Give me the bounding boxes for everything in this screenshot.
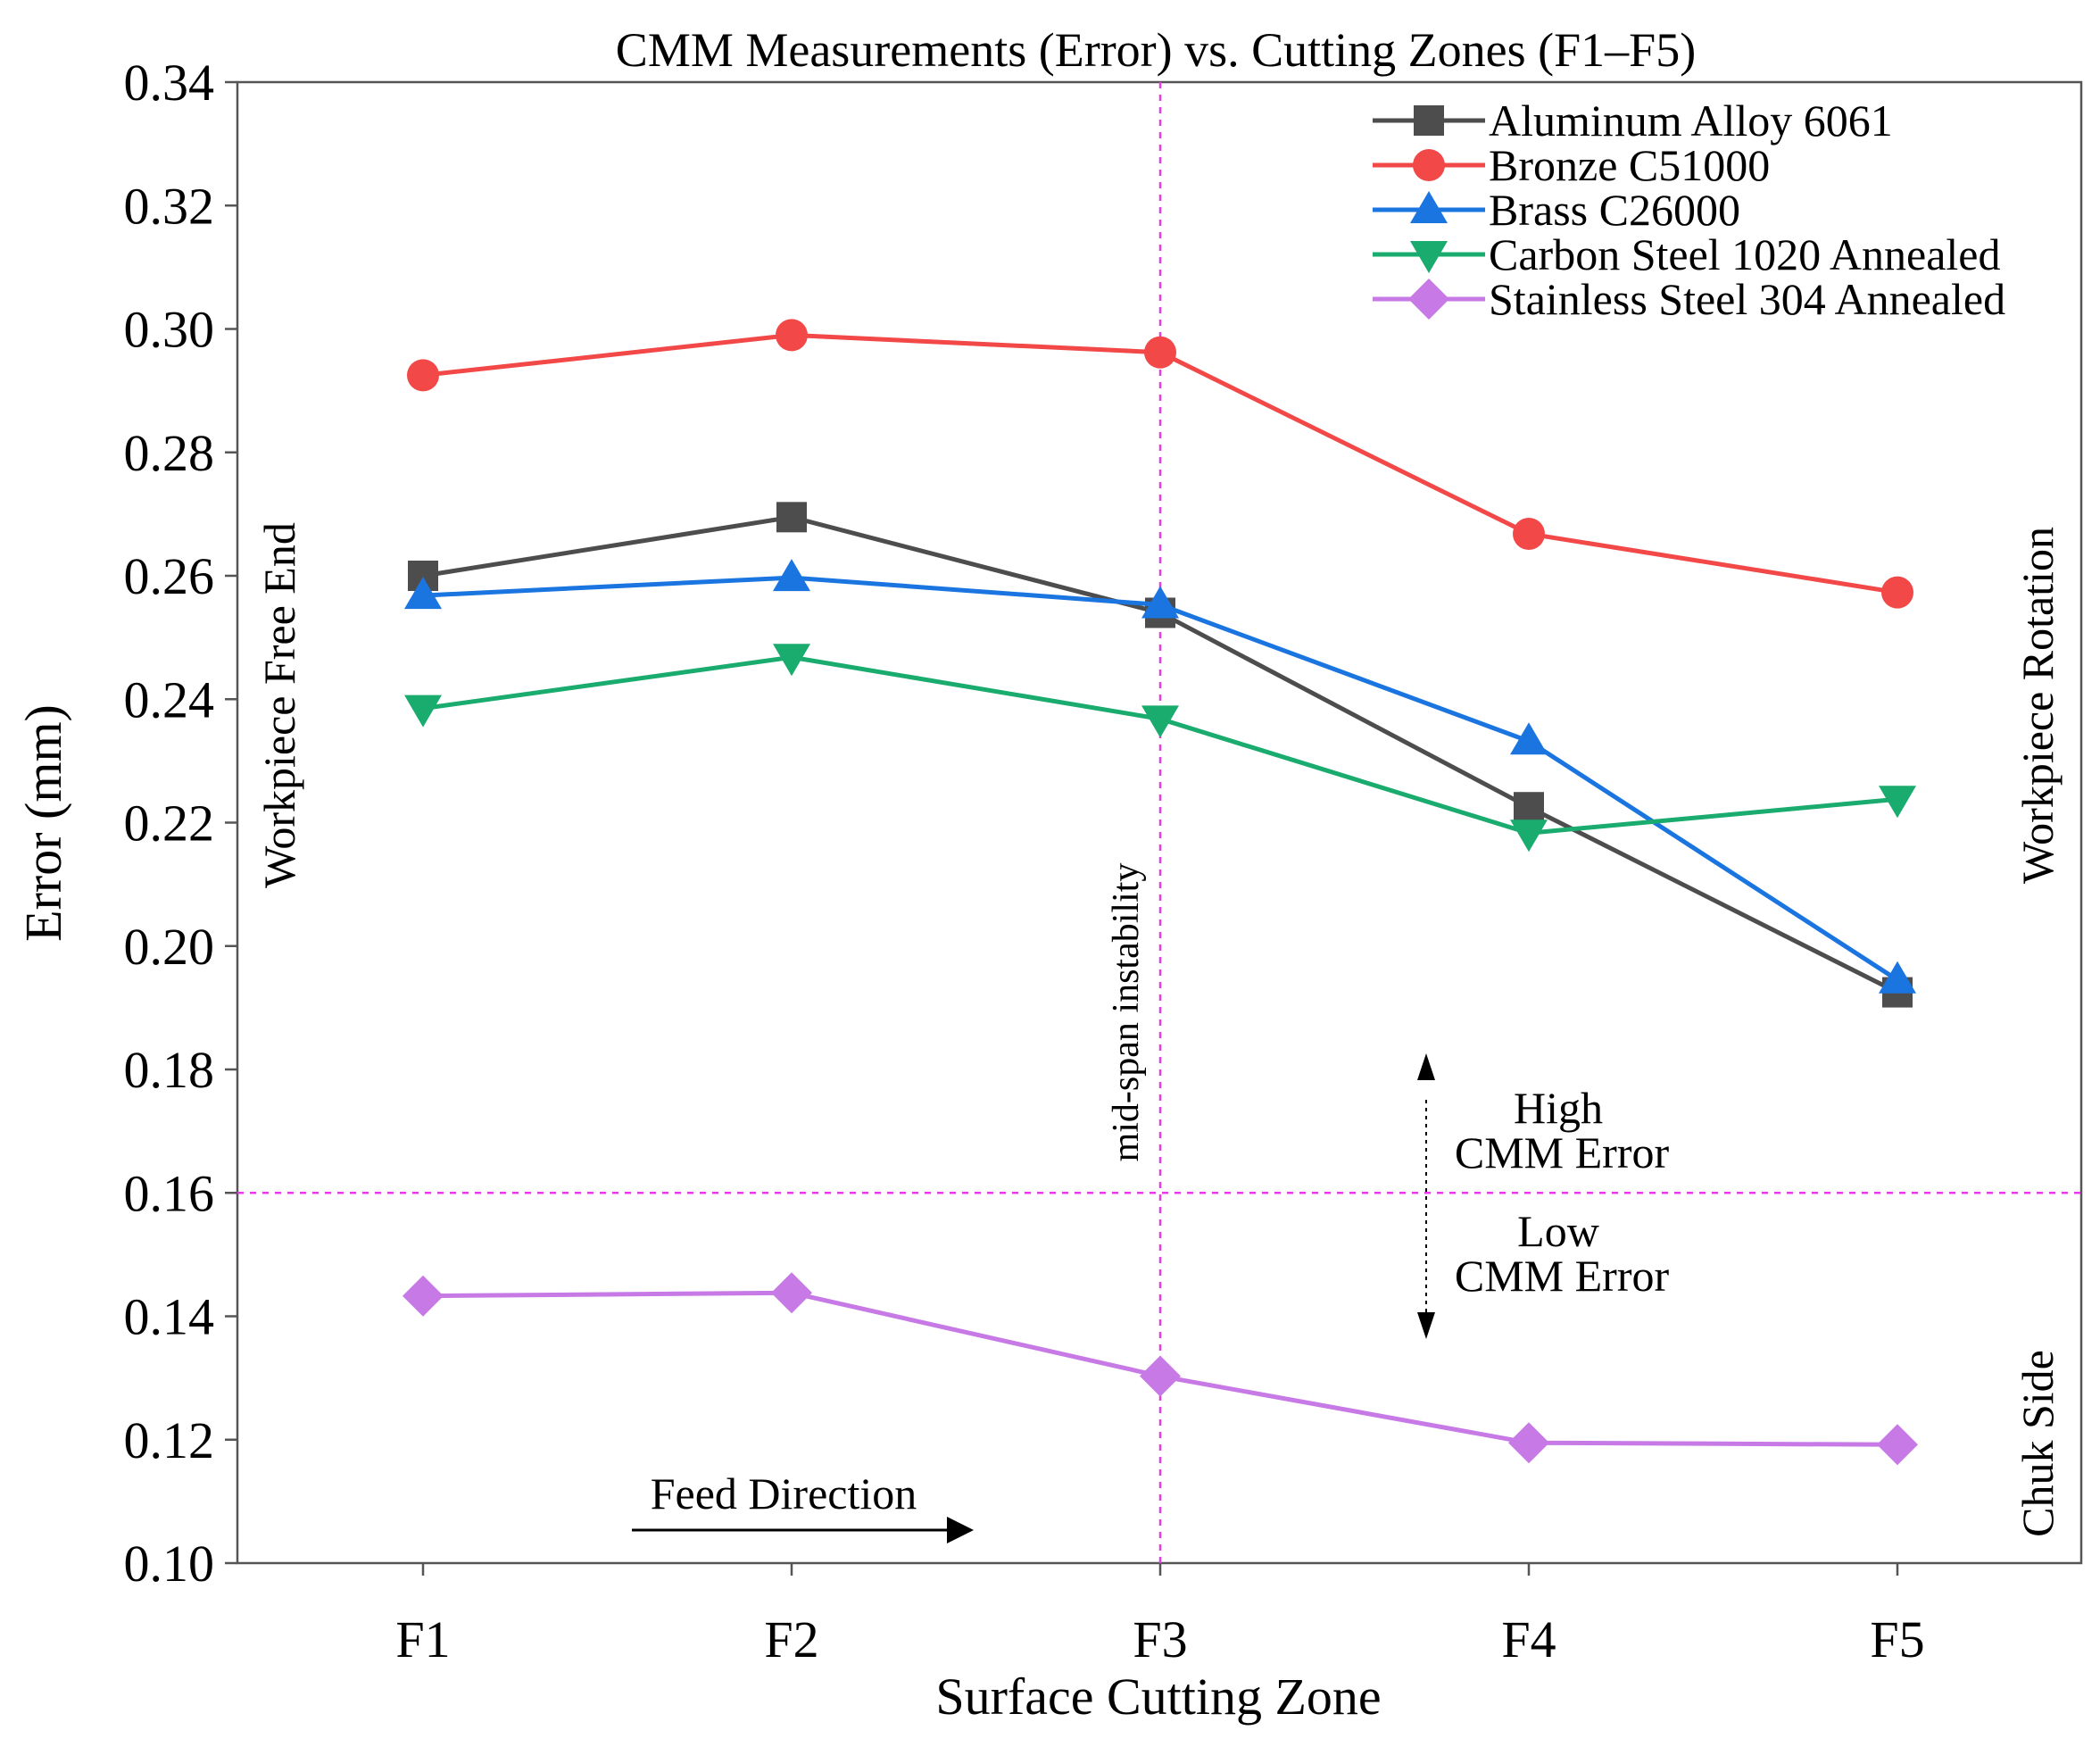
chart-title: CMM Measurements (Error) vs. Cutting Zon… <box>616 23 1696 77</box>
data-point <box>1879 786 1916 819</box>
x-tick-label: F1 <box>395 1610 450 1668</box>
legend-label: Brass C26000 <box>1489 185 1740 235</box>
data-point <box>773 644 810 677</box>
legend-marker <box>1410 241 1448 273</box>
data-point <box>771 1272 812 1314</box>
y-tick-label: 0.10 <box>124 1535 215 1593</box>
data-point <box>1879 961 1916 994</box>
x-tick-label: F3 <box>1133 1610 1187 1668</box>
y-tick-label: 0.22 <box>124 794 215 853</box>
y-tick-label: 0.12 <box>124 1411 215 1469</box>
legend-marker <box>1408 279 1449 320</box>
y-tick-label: 0.34 <box>124 54 215 112</box>
annotation-high-1: High <box>1514 1083 1603 1133</box>
series-4 <box>403 1272 1918 1466</box>
annotation-chuck-side: Chuk Side <box>2013 1350 2063 1537</box>
data-point <box>404 695 442 728</box>
legend-label: Bronze C51000 <box>1489 140 1770 190</box>
y-axis-title: Error (mm) <box>14 704 72 942</box>
data-point <box>1510 819 1548 853</box>
legend-marker <box>1413 149 1445 181</box>
x-axis: F1 F2 F3 F4 F5 <box>395 1563 1925 1668</box>
data-point <box>404 577 442 610</box>
annotation-low-1: Low <box>1517 1206 1599 1256</box>
data-point <box>1513 517 1545 550</box>
x-tick-label: F5 <box>1870 1610 1924 1668</box>
series-layer <box>403 319 1918 1466</box>
y-tick-label: 0.26 <box>124 547 215 605</box>
y-tick-label: 0.16 <box>124 1164 215 1222</box>
data-point <box>1141 586 1179 619</box>
arrow-down-icon <box>1417 1312 1435 1339</box>
legend-marker <box>1410 191 1448 223</box>
legend-marker <box>1414 105 1444 136</box>
data-point <box>403 1275 444 1317</box>
data-point <box>1510 722 1548 755</box>
annotation-mid-span: mid-span instability <box>1106 863 1147 1162</box>
data-point <box>776 319 808 352</box>
y-tick-label: 0.32 <box>124 177 215 235</box>
series-1 <box>407 319 1913 609</box>
data-point <box>1140 1355 1181 1397</box>
annotation-free-end: Workpiece Free End <box>254 522 304 888</box>
data-point <box>1514 792 1544 823</box>
data-point <box>1881 576 1913 609</box>
y-tick-label: 0.18 <box>124 1041 215 1099</box>
series-0 <box>408 502 1913 1008</box>
y-tick-label: 0.28 <box>124 424 215 482</box>
y-tick-label: 0.30 <box>124 301 215 359</box>
x-tick-label: F4 <box>1501 1610 1556 1668</box>
annotation-low-2: CMM Error <box>1455 1251 1670 1301</box>
annotation-high-2: CMM Error <box>1455 1127 1670 1177</box>
data-point <box>776 502 807 533</box>
y-tick-label: 0.14 <box>124 1288 215 1346</box>
series-3 <box>404 644 1916 853</box>
legend-label: Stainless Steel 304 Annealed <box>1489 274 2005 324</box>
data-point <box>1144 336 1176 369</box>
annotation-rotation: Workpiece Rotation <box>2013 527 2063 884</box>
data-point <box>1141 705 1179 738</box>
data-point <box>773 559 810 592</box>
x-axis-title: Surface Cutting Zone <box>935 1668 1381 1726</box>
legend-label: Carbon Steel 1020 Annealed <box>1489 229 2001 279</box>
data-point <box>1877 1424 1918 1466</box>
x-tick-label: F2 <box>764 1610 818 1668</box>
reference-lines <box>237 82 2081 1563</box>
legend-label: Aluminum Alloy 6061 <box>1489 96 1893 146</box>
y-tick-label: 0.24 <box>124 670 215 728</box>
arrow-up-icon <box>1417 1053 1435 1080</box>
y-tick-label: 0.20 <box>124 918 215 976</box>
data-point <box>407 359 439 392</box>
y-axis: 0.10 0.12 0.14 0.16 0.18 0.20 0.22 0.24 0.26 0.28… <box>124 54 237 1593</box>
data-point <box>1508 1422 1549 1464</box>
annotation-feed-direction: Feed Direction <box>651 1468 917 1518</box>
